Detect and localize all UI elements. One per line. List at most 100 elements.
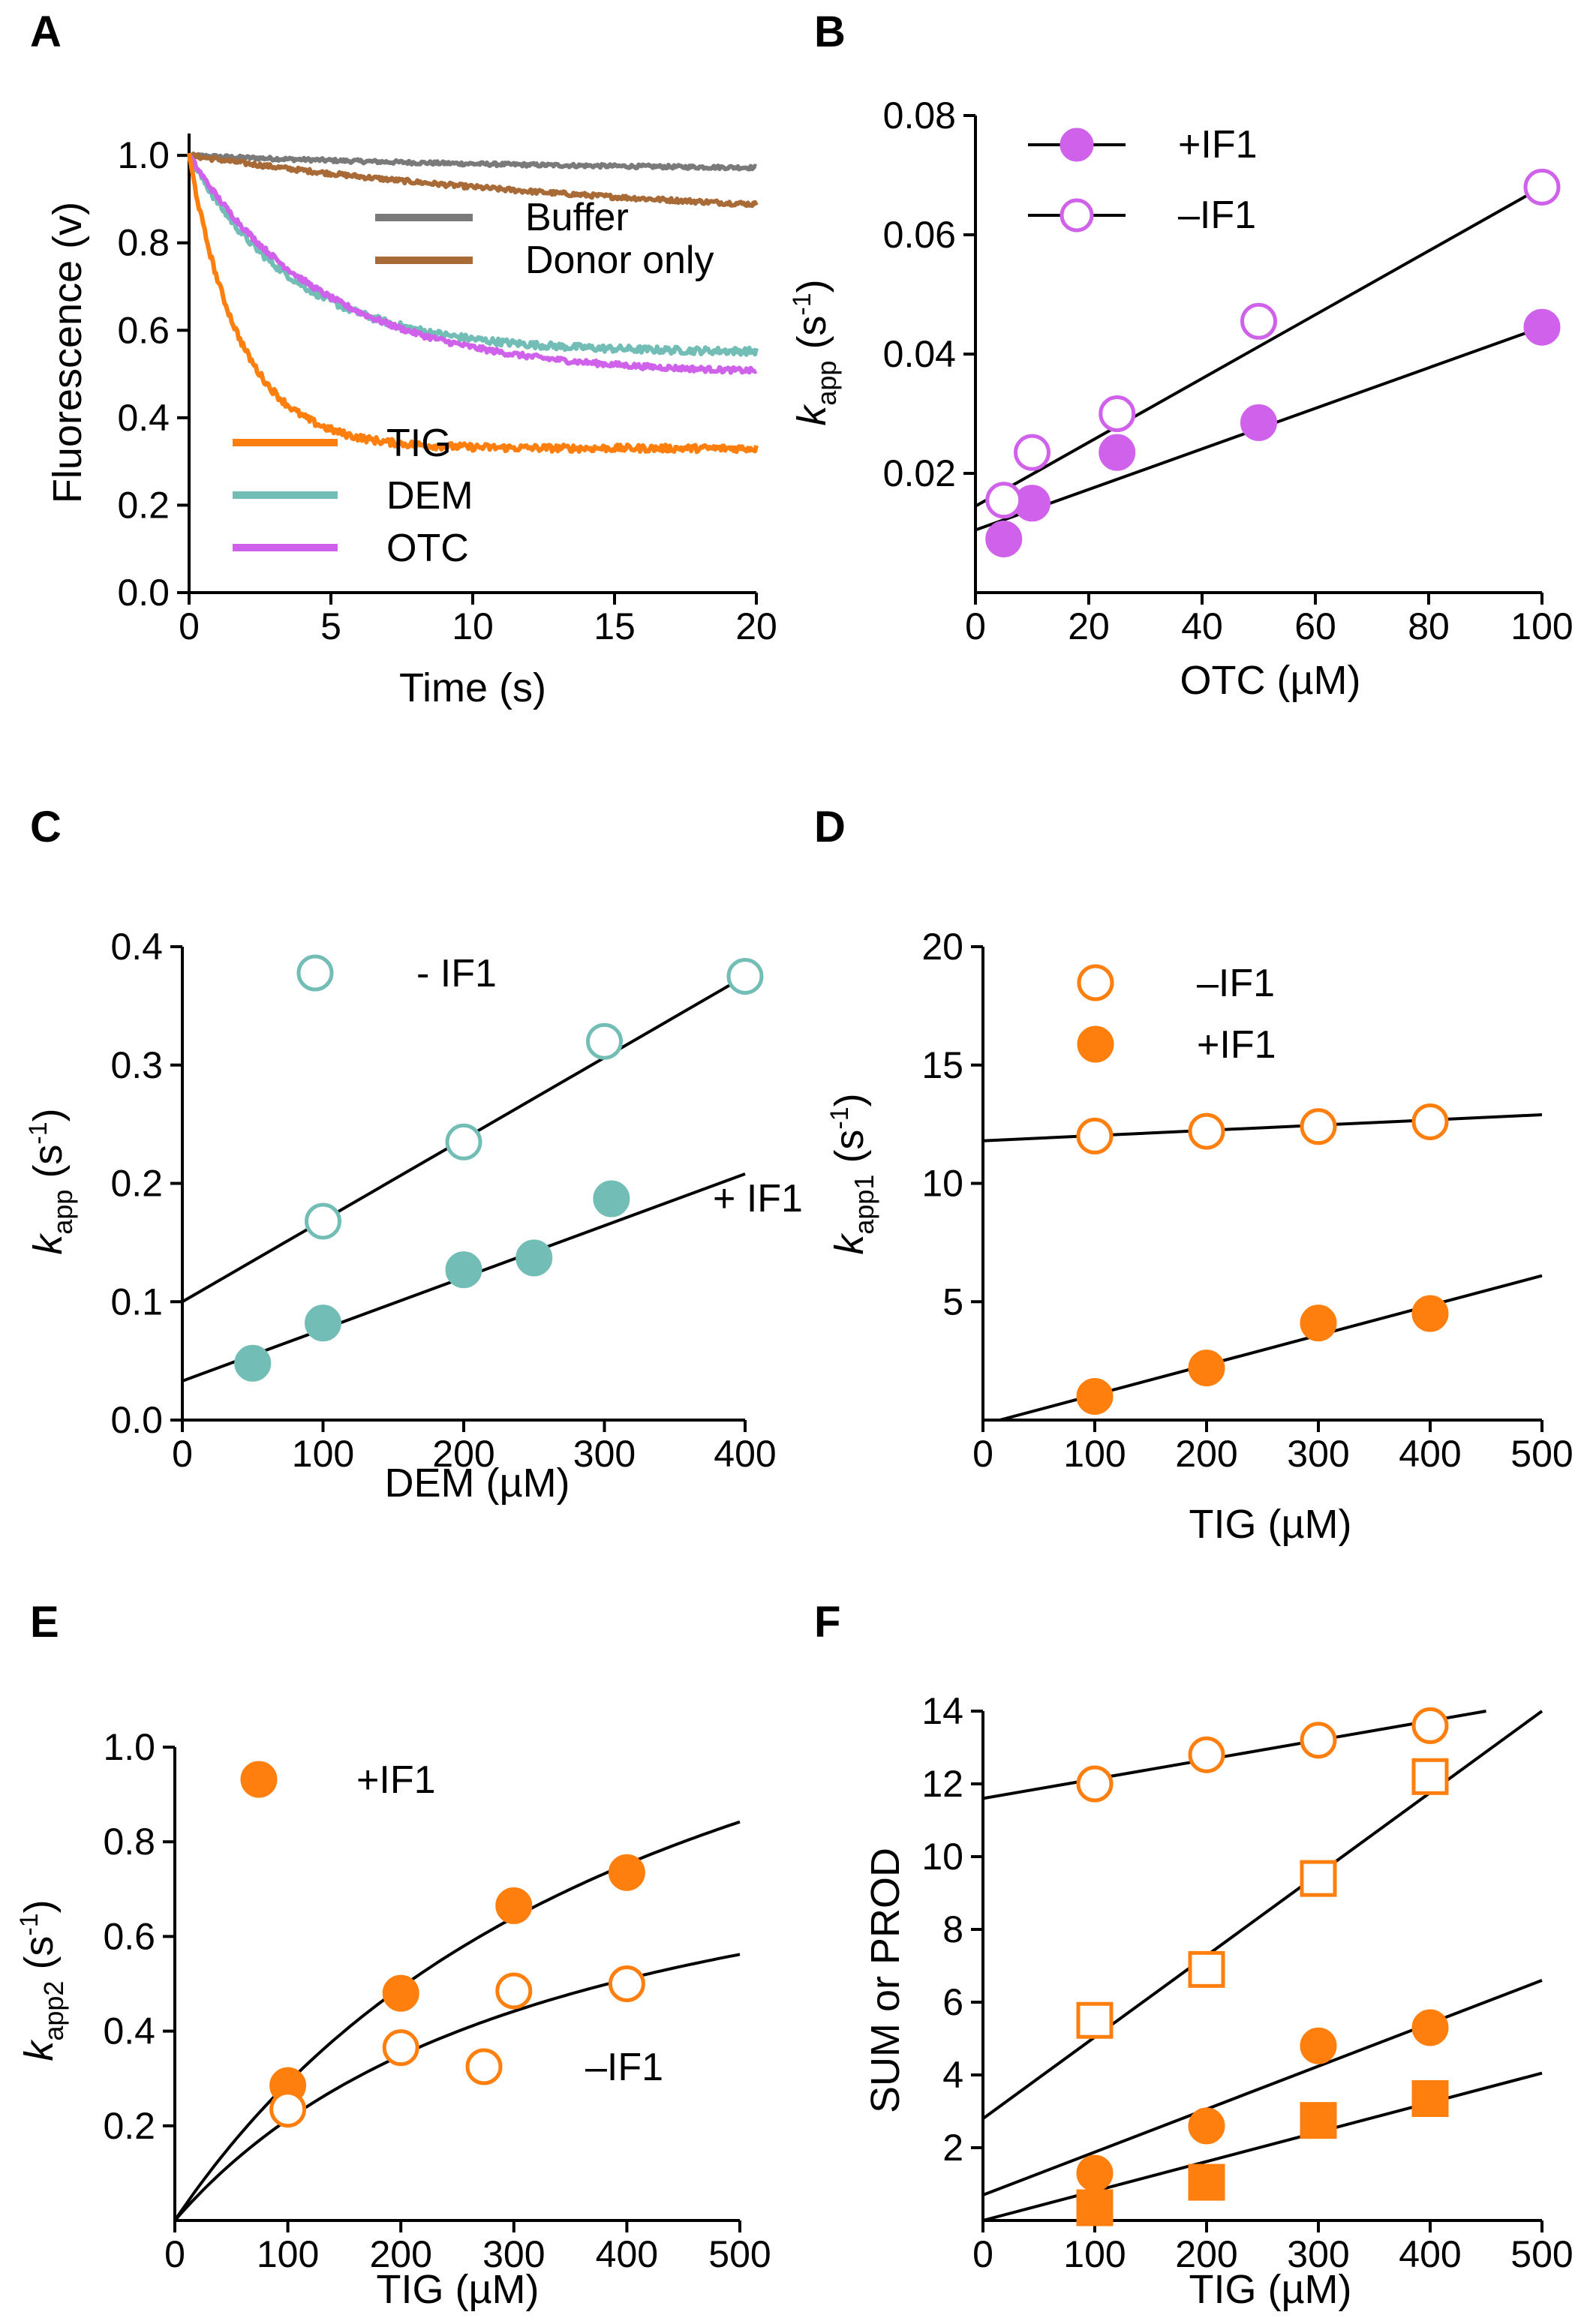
legend-b-plus-marker [1059,128,1094,162]
panel-b-data-point [1099,395,1136,432]
panel-c-y-tick-label: 0.3 [110,1044,163,1086]
panel-c-data-point [515,1239,553,1277]
panel-b-data-point [985,482,1023,519]
legend-d-plus-label: +IF1 [1197,1023,1276,1067]
panel-b-xlabel: OTC (µM) [1180,658,1360,703]
panel-f-fit-line [982,1710,1486,1800]
legend-e-minus-marker [465,2048,503,2085]
panel-f-x-tick-label: 300 [1287,2233,1349,2275]
panel-b-chart: 0 20 40 60 80 100 0.02 0.04 0.06 0.08 [883,95,1573,647]
legend-d-minus-marker [1077,964,1114,1001]
panel-f-data-point [1411,1758,1449,1795]
panel-d-x-tick-label: 0 [972,1433,993,1475]
panel-f-fit-line [981,1710,1543,2120]
panel-f-chart: 0 100 200 300 400 500 2 4 6 8 10 12 14 [921,1690,1573,2275]
panel-a-y-tick-label: 0.8 [117,222,170,264]
panel-f-xlabel: TIG (µM) [1189,2267,1351,2312]
panel-f-y-tick-label: 4 [942,2054,963,2096]
legend-c-minus-label: - IF1 [416,952,497,995]
panel-d-data-point [1300,1108,1337,1145]
panel-a-x-tick-label: 0 [179,605,200,647]
panel-b-x-tick-label: 40 [1181,605,1223,647]
panel-f-data-point [1300,1722,1337,1759]
panel-b-x-tick-label: 100 [1510,605,1573,647]
panel-b-data-point [1523,168,1561,206]
panel-b-x-tick-label: 0 [965,605,986,647]
legend-d-minus-label: –IF1 [1197,962,1275,1005]
panel-f-x-tick-label: 400 [1399,2233,1461,2275]
panel-f-ylabel: SUM or PROD [863,1848,908,2113]
panel-b-fit-line [975,185,1543,508]
panel-b-y-tick-label: 0.06 [883,214,956,256]
panel-d-y-tick-label: 10 [921,1163,963,1205]
panel-e-data-point [608,1854,645,1891]
panel-c-x-tick-label: 200 [432,1433,494,1475]
legend-e-minus-label: –IF1 [585,2046,663,2089]
panel-c-data-point [593,1180,630,1218]
legend-e-plus-marker [240,1761,278,1798]
panel-c-data-point [726,957,764,995]
panel-a-y-tick-label: 0.6 [117,309,170,351]
panel-label-d: D [814,803,846,851]
panel-b-y-tick-label: 0.04 [883,333,956,375]
panel-c-x-tick-label: 100 [292,1433,354,1475]
panel-e-fit-curve [173,1953,741,2222]
panel-e-data-point [382,2029,419,2067]
panel-f-x-tick-label: 500 [1510,2233,1573,2275]
panel-c-xlabel: DEM (µM) [384,1461,570,1506]
panel-f-y-tick-label: 8 [942,1908,963,1950]
panel-c-y-tick-label: 0.1 [110,1281,163,1323]
panel-c-ylabel: kapp (s-1) [24,1108,78,1254]
panel-a-x-tick-label: 15 [594,605,636,647]
panel-d-x-tick-label: 200 [1175,1433,1237,1475]
panel-a-x-tick-label: 5 [320,605,341,647]
panel-b-data-point [1240,302,1277,340]
legend-a-dem-label: DEM [386,474,473,518]
panel-c-data-point [305,1305,341,1342]
panel-b-x-tick-label: 20 [1068,605,1110,647]
panel-f-data-point [1188,1950,1225,1988]
panel-d-data-point [1076,1377,1114,1415]
panel-e-chart: 0 100 200 300 400 500 0.2 0.4 0.6 0.8 1.0 [103,1726,771,2275]
panel-label-f: F [814,1598,840,1647]
panel-b-data-point [985,520,1023,557]
panel-e-x-tick-label: 300 [482,2233,545,2275]
panel-d-y-tick-label: 5 [942,1281,963,1323]
panel-b-data-point [1523,308,1561,346]
panel-c-x-tick-label: 0 [172,1433,193,1475]
panel-e-fit-curve [173,1820,741,2222]
panel-a-chart: 0 5 10 15 20 0.0 0.2 0.4 0.6 0.8 1.0 [117,134,777,647]
panel-c-y-tick-label: 0.0 [110,1399,163,1441]
panel-e-data-point [495,1972,533,2010]
panel-e-data-point [382,1974,419,2012]
panel-e-x-tick-label: 0 [164,2233,185,2275]
panel-c-data-point [234,1344,272,1382]
panel-f-y-tick-label: 2 [942,2127,963,2169]
panel-a-x-tick-label: 10 [452,605,494,647]
panel-a-y-tick-label: 0.2 [117,484,170,526]
panel-f-data-point [1188,2163,1225,2201]
legend-a-donor-label: Donor only [525,239,714,282]
panel-c-data-point [586,1022,623,1060]
panel-e-x-tick-label: 200 [369,2233,431,2275]
panel-e-x-tick-label: 100 [257,2233,319,2275]
panel-f-data-point [1411,2080,1449,2118]
panel-d-data-point [1188,1350,1225,1387]
panel-f-data-point [1188,1736,1225,1773]
panel-b-ylabel: kapp (s-1) [788,279,842,425]
legend-e-plus-label: +IF1 [356,1758,436,1802]
panel-label-e: E [30,1598,59,1647]
panel-b-data-point [1240,404,1277,441]
panel-a-trace-tig [187,152,759,455]
panel-f-x-tick-label: 200 [1175,2233,1237,2275]
legend-d-plus-marker [1077,1025,1114,1063]
panel-c-data-point [305,1203,341,1240]
panel-a-x-tick-label: 20 [735,605,777,647]
panel-e-xlabel: TIG (µM) [376,2267,539,2312]
panel-e-y-tick-label: 0.8 [103,1821,155,1863]
panel-a-y-tick-label: 0.0 [117,572,170,614]
legend-c-plus-label: + IF1 [713,1177,803,1221]
panel-b-y-tick-label: 0.02 [883,452,956,494]
panel-e-data-point [269,2091,307,2128]
